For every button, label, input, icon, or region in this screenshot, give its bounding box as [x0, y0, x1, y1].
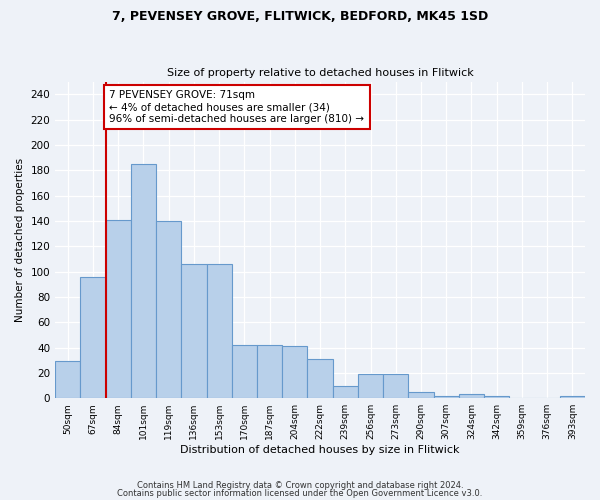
Y-axis label: Number of detached properties: Number of detached properties: [15, 158, 25, 322]
Bar: [206, 264, 232, 398]
Bar: [181, 264, 206, 398]
Bar: [282, 346, 307, 398]
Bar: [131, 164, 156, 398]
Title: Size of property relative to detached houses in Flitwick: Size of property relative to detached ho…: [167, 68, 473, 78]
Bar: [459, 394, 484, 398]
Bar: [560, 396, 585, 398]
Text: 7 PEVENSEY GROVE: 71sqm
← 4% of detached houses are smaller (34)
96% of semi-det: 7 PEVENSEY GROVE: 71sqm ← 4% of detached…: [109, 90, 364, 124]
Bar: [307, 359, 332, 398]
Bar: [106, 220, 131, 398]
Bar: [257, 345, 282, 398]
Bar: [383, 374, 409, 398]
Bar: [55, 362, 80, 398]
X-axis label: Distribution of detached houses by size in Flitwick: Distribution of detached houses by size …: [181, 445, 460, 455]
Bar: [409, 392, 434, 398]
Bar: [232, 345, 257, 398]
Text: Contains public sector information licensed under the Open Government Licence v3: Contains public sector information licen…: [118, 488, 482, 498]
Text: 7, PEVENSEY GROVE, FLITWICK, BEDFORD, MK45 1SD: 7, PEVENSEY GROVE, FLITWICK, BEDFORD, MK…: [112, 10, 488, 23]
Bar: [358, 374, 383, 398]
Bar: [156, 221, 181, 398]
Bar: [484, 396, 509, 398]
Bar: [332, 386, 358, 398]
Bar: [80, 276, 106, 398]
Text: Contains HM Land Registry data © Crown copyright and database right 2024.: Contains HM Land Registry data © Crown c…: [137, 481, 463, 490]
Bar: [434, 396, 459, 398]
